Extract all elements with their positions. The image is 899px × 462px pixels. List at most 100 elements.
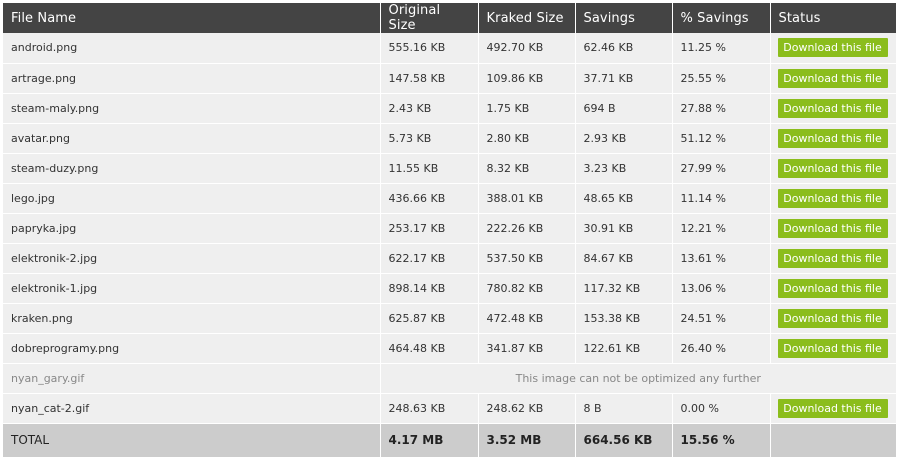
percent-savings: 51.12 % [672, 123, 771, 154]
original-size: 625.87 KB [380, 303, 479, 334]
download-file-button[interactable]: Download this file [777, 308, 888, 328]
file-name: steam-maly.png [3, 93, 381, 124]
file-name: lego.jpg [3, 183, 381, 214]
status-cell: Download this file [770, 123, 896, 154]
table-row: artrage.png 147.58 KB 109.86 KB 37.71 KB 25.… [3, 63, 896, 94]
header-percent-savings: % Savings [672, 3, 771, 33]
savings: 37.71 KB [575, 63, 673, 94]
total-original-size: 4.17 MB [380, 423, 479, 457]
status-cell: Download this file [770, 333, 896, 364]
download-file-button[interactable]: Download this file [777, 398, 888, 418]
header-file-name: File Name [3, 3, 381, 33]
header-row: File Name Original Size Kraked Size Savi… [3, 3, 896, 33]
not-optimized-message: This image can not be optimized any furt… [380, 363, 896, 394]
table-row-not-optimized: nyan_gary.gif This image can not be opti… [3, 363, 896, 394]
results-body: android.png 555.16 KB 492.70 KB 62.46 KB 11.… [3, 33, 896, 457]
kraked-size: 1.75 KB [478, 93, 576, 124]
download-file-button[interactable]: Download this file [777, 38, 888, 58]
table-row: steam-maly.png 2.43 KB 1.75 KB 694 B 27.88 %… [3, 93, 896, 124]
kraked-size: 780.82 KB [478, 273, 576, 304]
kraked-size: 492.70 KB [478, 33, 576, 64]
savings: 122.61 KB [575, 333, 673, 364]
file-name: artrage.png [3, 63, 381, 94]
status-cell: Download this file [770, 63, 896, 94]
status-cell: Download this file [770, 393, 896, 424]
total-label: TOTAL [3, 423, 381, 457]
kraked-size: 341.87 KB [478, 333, 576, 364]
percent-savings: 11.14 % [672, 183, 771, 214]
table-row: lego.jpg 436.66 KB 388.01 KB 48.65 KB 11.14 … [3, 183, 896, 214]
status-cell: Download this file [770, 183, 896, 214]
percent-savings: 24.51 % [672, 303, 771, 334]
file-name: nyan_cat-2.gif [3, 393, 381, 424]
file-name: nyan_gary.gif [3, 363, 381, 394]
total-percent-savings: 15.56 % [672, 423, 771, 457]
file-name: papryka.jpg [3, 213, 381, 244]
results-table: File Name Original Size Kraked Size Savi… [3, 3, 896, 457]
savings: 62.46 KB [575, 33, 673, 64]
header-kraked-size: Kraked Size [478, 3, 576, 33]
table-row: elektronik-1.jpg 898.14 KB 780.82 KB 117.32… [3, 273, 896, 304]
kraked-size: 8.32 KB [478, 153, 576, 184]
original-size: 555.16 KB [380, 33, 479, 64]
savings: 3.23 KB [575, 153, 673, 184]
status-cell: Download this file [770, 33, 896, 64]
total-savings: 664.56 KB [575, 423, 673, 457]
download-file-button[interactable]: Download this file [777, 68, 888, 88]
header-original-size: Original Size [380, 3, 479, 33]
header-status: Status [770, 3, 896, 33]
file-name: kraken.png [3, 303, 381, 334]
savings: 48.65 KB [575, 183, 673, 214]
download-file-button[interactable]: Download this file [777, 188, 888, 208]
original-size: 464.48 KB [380, 333, 479, 364]
download-file-button[interactable]: Download this file [777, 218, 888, 238]
table-row: kraken.png 625.87 KB 472.48 KB 153.38 KB 24.… [3, 303, 896, 334]
original-size: 248.63 KB [380, 393, 479, 424]
status-cell: Download this file [770, 273, 896, 304]
percent-savings: 11.25 % [672, 33, 771, 64]
download-file-button[interactable]: Download this file [777, 338, 888, 358]
table-row: nyan_cat-2.gif 248.63 KB 248.62 KB 8 B 0.00 … [3, 393, 896, 424]
original-size: 253.17 KB [380, 213, 479, 244]
table-row: papryka.jpg 253.17 KB 222.26 KB 30.91 KB 12.… [3, 213, 896, 244]
original-size: 5.73 KB [380, 123, 479, 154]
download-file-button[interactable]: Download this file [777, 128, 888, 148]
download-file-button[interactable]: Download this file [777, 278, 888, 298]
total-kraked-size: 3.52 MB [478, 423, 576, 457]
original-size: 11.55 KB [380, 153, 479, 184]
download-file-button[interactable]: Download this file [777, 98, 888, 118]
kraked-size: 537.50 KB [478, 243, 576, 274]
kraked-size: 109.86 KB [478, 63, 576, 94]
download-file-button[interactable]: Download this file [777, 248, 888, 268]
kraked-size: 472.48 KB [478, 303, 576, 334]
savings: 2.93 KB [575, 123, 673, 154]
original-size: 2.43 KB [380, 93, 479, 124]
file-name: avatar.png [3, 123, 381, 154]
savings: 84.67 KB [575, 243, 673, 274]
kraked-size: 222.26 KB [478, 213, 576, 244]
status-cell: Download this file [770, 153, 896, 184]
savings: 30.91 KB [575, 213, 673, 244]
total-row: TOTAL 4.17 MB 3.52 MB 664.56 KB 15.56 % [3, 423, 896, 457]
download-file-button[interactable]: Download this file [777, 158, 888, 178]
savings: 117.32 KB [575, 273, 673, 304]
status-cell: Download this file [770, 213, 896, 244]
percent-savings: 27.88 % [672, 93, 771, 124]
file-name: dobreprogramy.png [3, 333, 381, 364]
original-size: 147.58 KB [380, 63, 479, 94]
file-name: android.png [3, 33, 381, 64]
percent-savings: 12.21 % [672, 213, 771, 244]
original-size: 898.14 KB [380, 273, 479, 304]
savings: 694 B [575, 93, 673, 124]
kraked-size: 388.01 KB [478, 183, 576, 214]
savings: 8 B [575, 393, 673, 424]
percent-savings: 26.40 % [672, 333, 771, 364]
status-cell: Download this file [770, 243, 896, 274]
kraked-size: 248.62 KB [478, 393, 576, 424]
percent-savings: 13.06 % [672, 273, 771, 304]
table-row: elektronik-2.jpg 622.17 KB 537.50 KB 84.67 … [3, 243, 896, 274]
file-name: steam-duzy.png [3, 153, 381, 184]
total-status-empty [770, 423, 896, 457]
table-row: avatar.png 5.73 KB 2.80 KB 2.93 KB 51.12 % Do… [3, 123, 896, 154]
file-name: elektronik-2.jpg [3, 243, 381, 274]
